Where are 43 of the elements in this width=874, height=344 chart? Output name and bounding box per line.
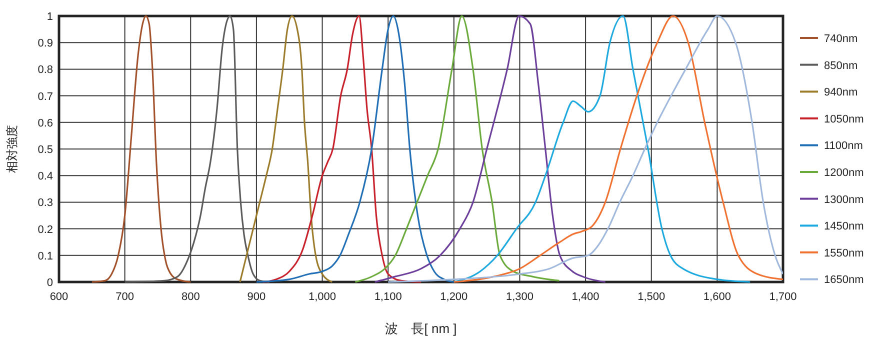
legend-label: 1100nm <box>824 140 863 152</box>
legend-label: 1050nm <box>824 113 864 126</box>
y-tick-label: 0.2 <box>38 224 53 236</box>
line-series <box>374 15 606 283</box>
y-tick-label: 0.3 <box>38 197 53 210</box>
y-tick-label: 0.9 <box>38 38 53 50</box>
x-axis-title: 波 長[ nm ] <box>385 321 457 336</box>
legend-label: 850nm <box>824 60 858 72</box>
y-tick-label: 0.7 <box>38 90 53 103</box>
legend-label: 1300nm <box>824 194 864 206</box>
y-tick-label: 0 <box>46 277 53 289</box>
line-series <box>262 15 422 283</box>
legend-label: 1200nm <box>824 167 864 179</box>
x-tick-label: 700 <box>116 291 134 303</box>
x-tick-label: 1,400 <box>572 291 600 303</box>
y-axis-title: 相対強度 <box>5 125 19 173</box>
line-series <box>256 15 455 283</box>
x-tick-label: 900 <box>247 291 266 303</box>
x-tick-label: 1,300 <box>506 291 534 303</box>
line-series <box>91 15 192 283</box>
y-tick-label: 0.8 <box>38 64 53 76</box>
legend-label: 940nm <box>824 86 858 99</box>
legend-label: 1650nm <box>824 274 864 286</box>
x-tick-label: 1,200 <box>440 291 468 303</box>
x-tick-label: 1,100 <box>374 291 402 303</box>
y-tick-label: 0.6 <box>38 117 53 130</box>
y-tick-label: 0.5 <box>38 144 53 156</box>
legend-label: 1450nm <box>824 220 864 233</box>
line-series <box>354 15 560 283</box>
x-tick-label: 1,700 <box>769 291 797 303</box>
line-series <box>239 15 333 283</box>
line-series <box>387 15 783 283</box>
x-tick-label: 1,000 <box>308 291 336 303</box>
y-tick-label: 0.4 <box>38 170 53 183</box>
x-tick-label: 1,600 <box>703 291 731 303</box>
x-tick-label: 800 <box>181 291 200 303</box>
line-series <box>124 15 270 283</box>
legend-label: 1550nm <box>824 247 864 260</box>
legend-label: 740nm <box>824 33 858 45</box>
y-tick-label: 1 <box>46 11 53 23</box>
x-tick-label: 1,500 <box>638 291 666 303</box>
y-tick-label: 0.1 <box>38 250 53 262</box>
x-tick-label: 600 <box>50 291 68 303</box>
